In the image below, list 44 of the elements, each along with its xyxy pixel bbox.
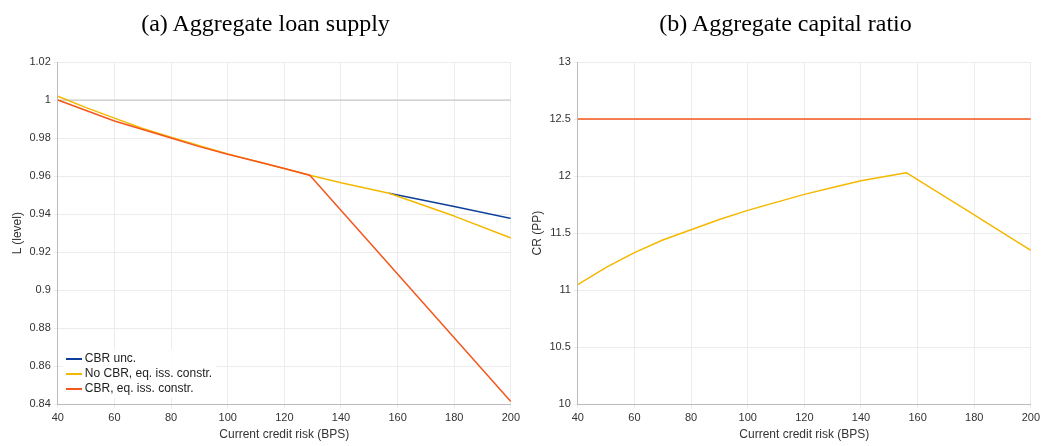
y-tick-label: 1.02 — [29, 55, 51, 68]
x-tick-label: 100 — [738, 411, 757, 424]
y-tick-label: 10 — [558, 397, 571, 410]
x-tick-label: 60 — [108, 411, 121, 424]
y-tick-label: 10.5 — [549, 340, 571, 353]
chart-title: (a) Aggregate loan supply — [140, 9, 391, 38]
x-axis-title: Current credit risk (BPS) — [219, 427, 350, 442]
x-tick-label: 160 — [908, 411, 927, 424]
x-tick-label: 60 — [628, 411, 641, 424]
y-tick-label: 0.92 — [29, 245, 51, 258]
y-tick-label: 11.5 — [550, 226, 571, 239]
y-tick-label: 0.88 — [29, 321, 51, 334]
y-tick-label: 0.94 — [29, 207, 51, 220]
x-axis-title: Current credit risk (BPS) — [739, 427, 870, 442]
y-tick-label: 1 — [44, 93, 51, 106]
x-tick-label: 120 — [275, 411, 294, 424]
legend-label: No CBR, eq. iss. constr. — [84, 366, 213, 382]
x-tick-label: 80 — [164, 411, 178, 424]
y-tick-label: 0.96 — [29, 169, 51, 182]
y-tick-label: 13 — [558, 55, 571, 68]
y-tick-label: 11 — [559, 283, 571, 296]
x-tick-label: 100 — [218, 411, 237, 424]
x-tick-label: 200 — [501, 411, 520, 424]
x-tick-label: 140 — [851, 411, 871, 424]
y-tick-label: 12.5 — [549, 112, 571, 125]
x-tick-label: 180 — [445, 411, 464, 424]
x-tick-label: 140 — [331, 411, 351, 424]
x-tick-label: 120 — [795, 411, 814, 424]
x-tick-label: 40 — [51, 411, 64, 424]
y-axis-title: CR (PP) — [529, 210, 544, 256]
legend-label: CBR, eq. iss. constr. — [84, 381, 194, 397]
x-tick-label: 200 — [1021, 411, 1040, 424]
x-tick-label: 80 — [684, 411, 698, 424]
x-tick-label: 180 — [965, 411, 984, 424]
y-tick-label: 0.86 — [29, 359, 51, 372]
legend-label: CBR unc. — [84, 351, 137, 367]
x-tick-label: 40 — [571, 411, 584, 424]
y-tick-label: 12 — [558, 169, 571, 182]
chart-title: (b) Aggregate capital ratio — [658, 9, 913, 38]
y-tick-label: 0.84 — [29, 397, 51, 410]
y-tick-label: 0.9 — [35, 283, 51, 296]
y-axis-title: L (level) — [9, 212, 24, 255]
y-tick-label: 0.98 — [29, 131, 51, 144]
x-tick-label: 160 — [388, 411, 407, 424]
